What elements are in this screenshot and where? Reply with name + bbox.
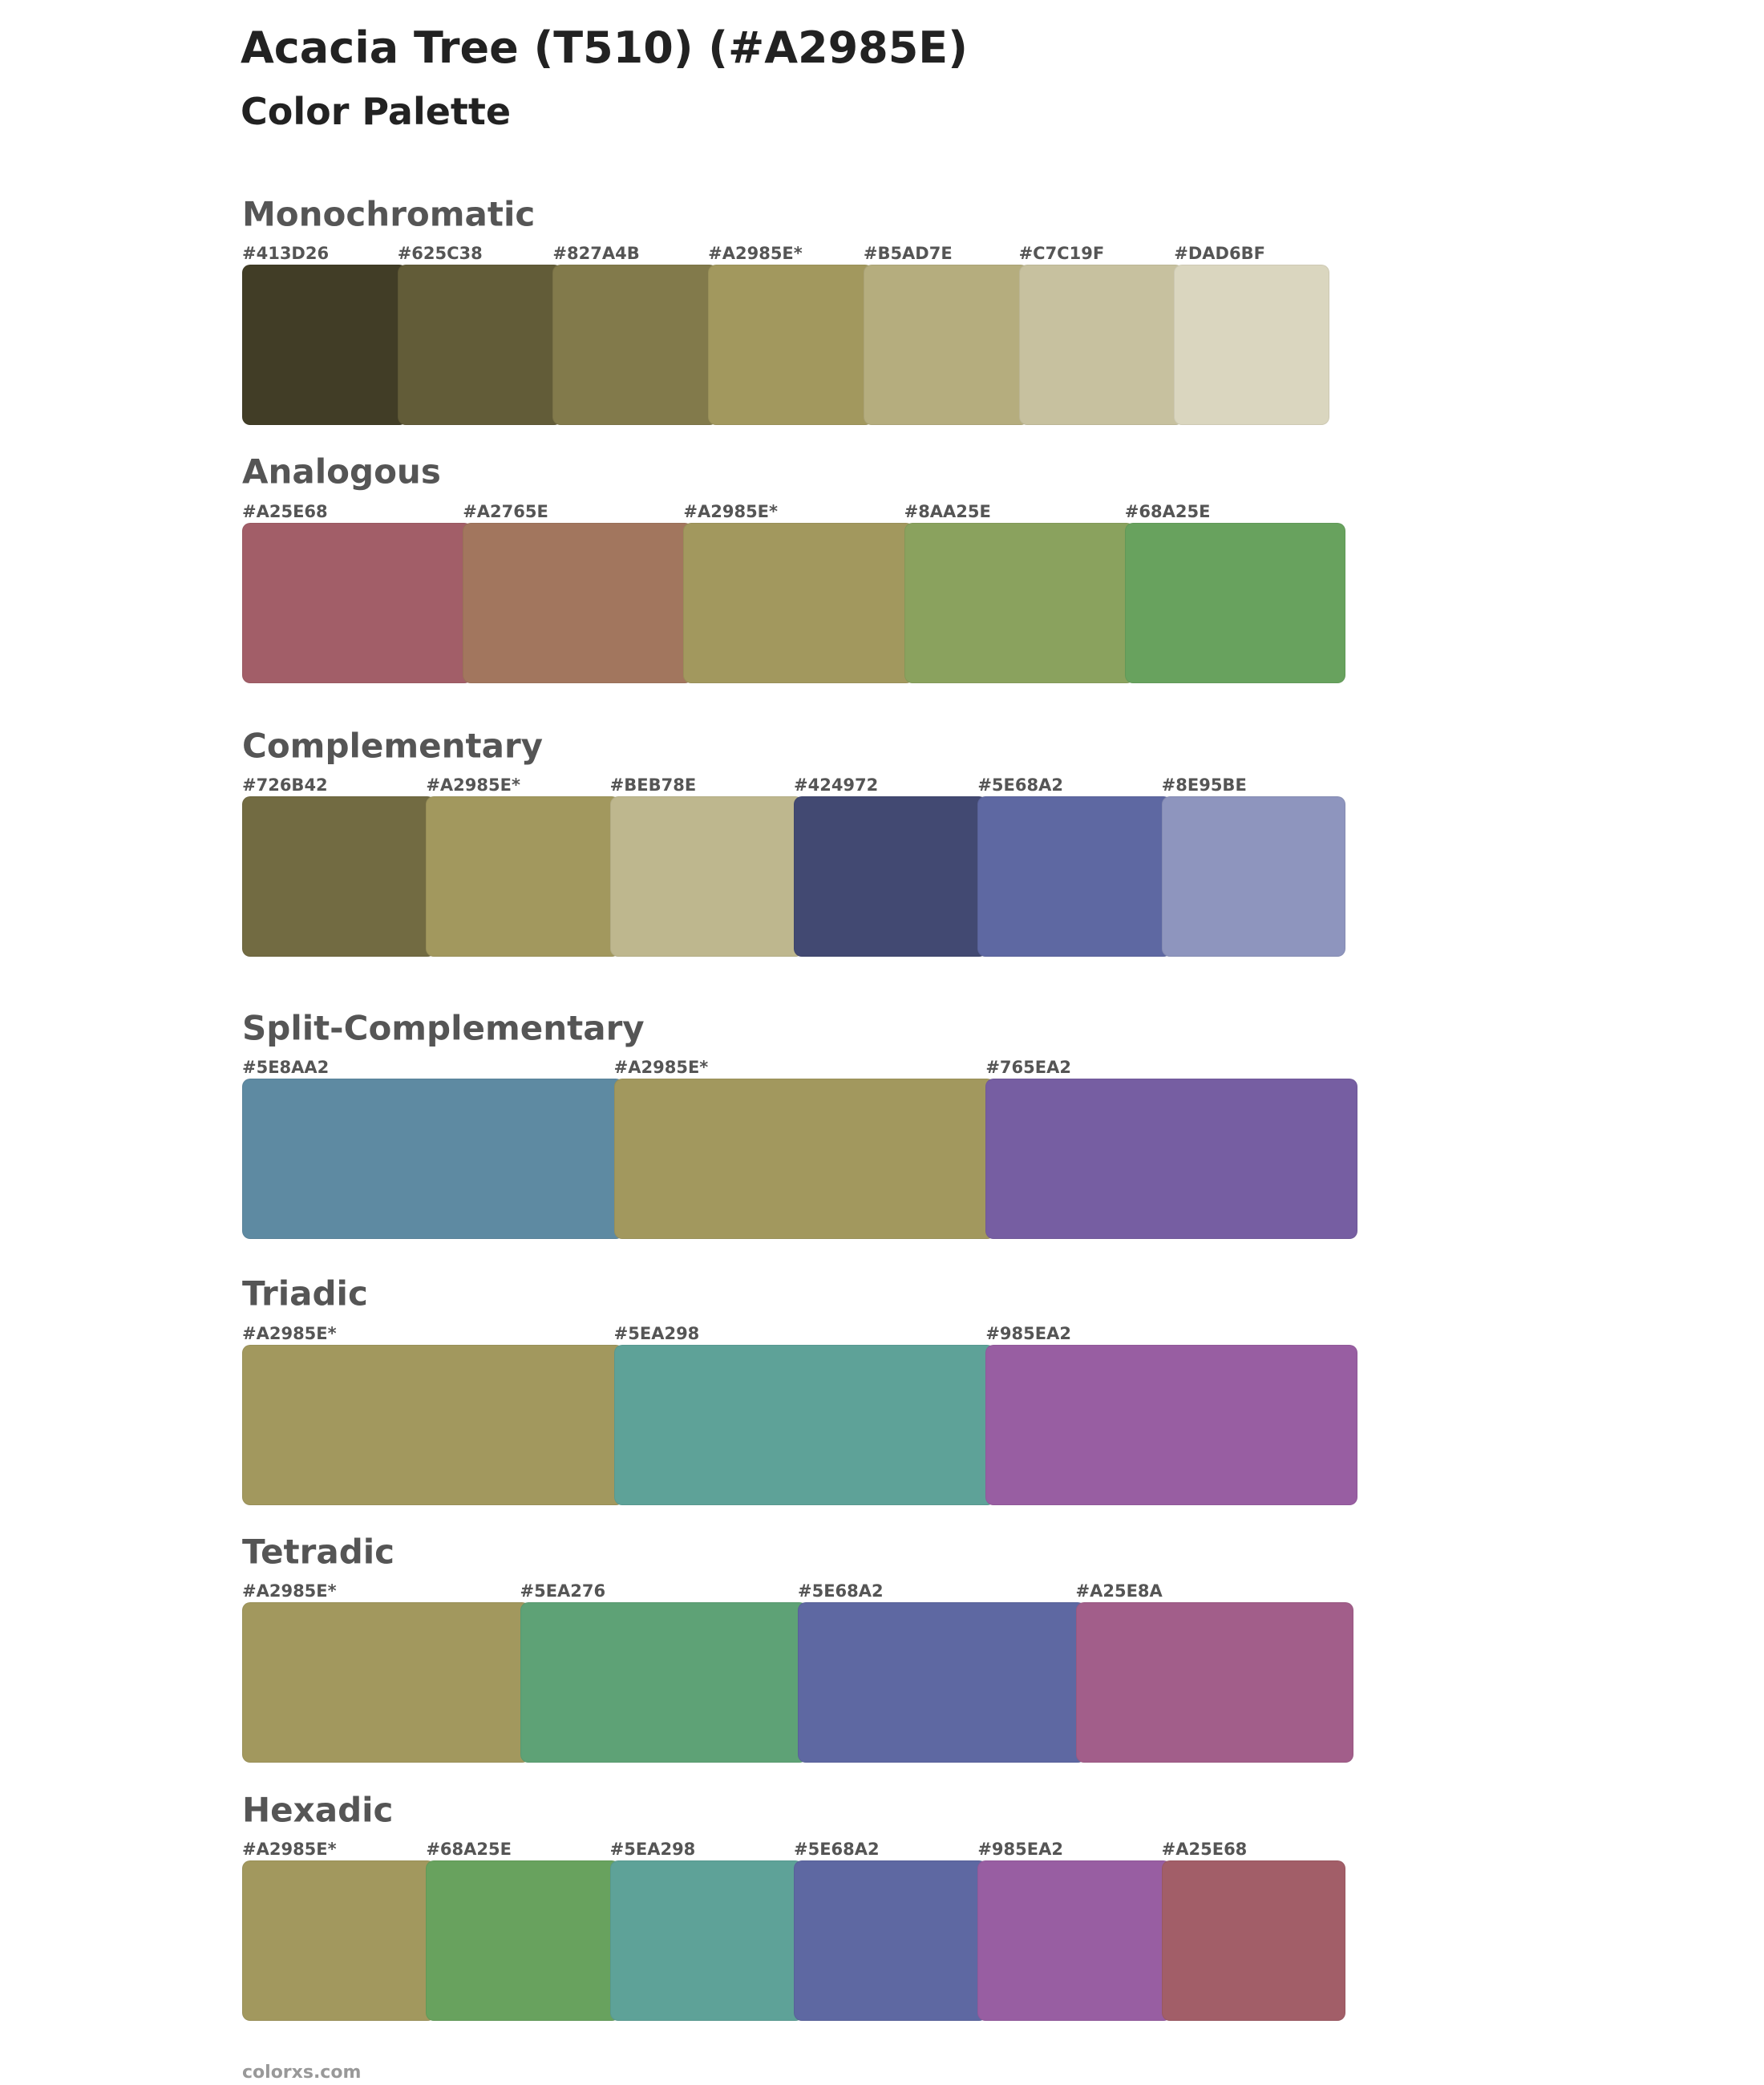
swatch-label: #A2985E*: [242, 1324, 337, 1343]
color-swatch: [1018, 265, 1184, 425]
swatch-label: #625C38: [397, 244, 483, 263]
color-swatch: [798, 1602, 1086, 1763]
swatch-label: #5EA298: [609, 1840, 696, 1859]
section-heading: Complementary: [242, 726, 544, 766]
swatch-label: #A2985E*: [708, 244, 803, 263]
section-heading: Analogous: [242, 451, 441, 492]
swatch-label: #985EA2: [985, 1324, 1071, 1343]
swatch-label: #765EA2: [985, 1058, 1071, 1077]
color-swatch: [242, 1602, 530, 1763]
footer: colorxs.com: [242, 2063, 362, 2083]
swatch-label: #A2985E*: [242, 1581, 337, 1601]
section-heading: Hexadic: [242, 1790, 394, 1830]
section-heading: Monochromatic: [242, 194, 536, 234]
color-swatch: [613, 1079, 996, 1239]
page-title: Acacia Tree (T510) (#A2985E): [241, 22, 968, 73]
color-swatch: [242, 523, 473, 683]
color-swatch: [794, 1860, 988, 2021]
swatch-label: #C7C19F: [1018, 244, 1105, 263]
swatch-label: #A25E68: [242, 502, 328, 521]
swatch-label: #A2985E*: [426, 775, 520, 795]
swatch-label: #A2985E*: [613, 1058, 709, 1077]
swatch-label: #DAD6BF: [1174, 244, 1265, 263]
swatch-label: #5E68A2: [798, 1581, 884, 1601]
swatch-label: #5EA276: [520, 1581, 606, 1601]
color-swatch: [609, 796, 803, 957]
swatch-label: #8E95BE: [1161, 775, 1247, 795]
swatch-label: #5E68A2: [794, 1840, 880, 1859]
swatch-label: #5E68A2: [977, 775, 1063, 795]
color-swatch: [985, 1079, 1357, 1239]
color-swatch: [904, 523, 1135, 683]
color-swatch: [242, 1345, 624, 1505]
color-swatch: [613, 1345, 996, 1505]
swatch-label: #8AA25E: [904, 502, 991, 521]
swatch-label: #A2985E*: [242, 1840, 337, 1859]
color-swatch: [397, 265, 563, 425]
color-swatch: [426, 796, 620, 957]
section-heading: Triadic: [242, 1273, 368, 1314]
swatch-label: #B5AD7E: [863, 244, 953, 263]
swatch-label: #68A25E: [426, 1840, 512, 1859]
color-swatch: [977, 796, 1171, 957]
swatch-label: #A2985E*: [683, 502, 779, 521]
color-swatch: [242, 1860, 436, 2021]
color-swatch: [863, 265, 1029, 425]
color-swatch: [985, 1345, 1357, 1505]
swatch-label: #424972: [794, 775, 879, 795]
color-swatch: [683, 523, 914, 683]
color-swatch: [977, 1860, 1171, 2021]
swatch-label: #A25E8A: [1075, 1581, 1163, 1601]
section-heading: Split-Complementary: [242, 1008, 645, 1048]
color-swatch: [242, 796, 436, 957]
swatch-label: #A25E68: [1161, 1840, 1248, 1859]
swatch-label: #413D26: [242, 244, 330, 263]
section-heading: Tetradic: [242, 1532, 395, 1572]
swatch-label: #5E8AA2: [242, 1058, 330, 1077]
color-swatch: [463, 523, 694, 683]
swatch-label: #A2765E: [463, 502, 548, 521]
color-swatch: [242, 1079, 624, 1239]
swatch-label: #5EA298: [613, 1324, 700, 1343]
swatch-label: #827A4B: [552, 244, 640, 263]
swatch-label: #985EA2: [977, 1840, 1063, 1859]
color-swatch: [552, 265, 718, 425]
swatch-label: #726B42: [242, 775, 328, 795]
color-swatch: [520, 1602, 807, 1763]
color-swatch: [1174, 265, 1329, 425]
swatch-label: #68A25E: [1124, 502, 1211, 521]
color-swatch: [708, 265, 873, 425]
color-swatch: [1124, 523, 1345, 683]
color-swatch: [242, 265, 407, 425]
page-subtitle: Color Palette: [241, 90, 512, 133]
color-swatch: [1161, 796, 1345, 957]
color-swatch: [426, 1860, 620, 2021]
swatch-label: #BEB78E: [609, 775, 697, 795]
color-swatch: [794, 796, 988, 957]
color-swatch: [1161, 1860, 1345, 2021]
color-swatch: [1075, 1602, 1353, 1763]
color-swatch: [609, 1860, 803, 2021]
